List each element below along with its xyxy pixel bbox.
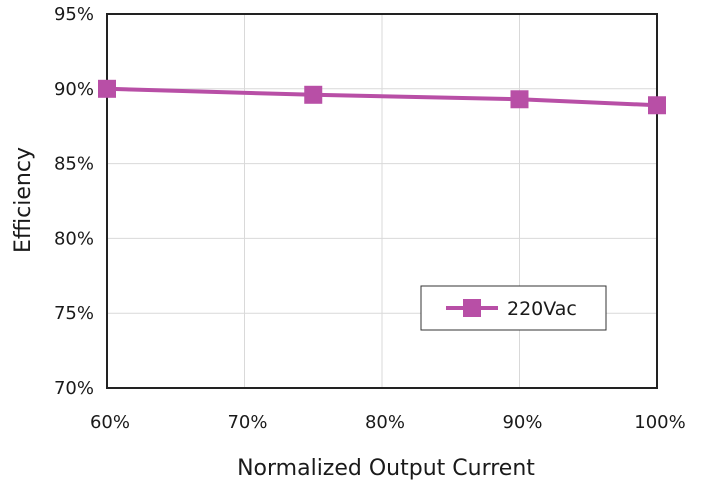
y-tick-labels: 70% 75% 80% 85% 90% 95% [54,4,94,399]
legend-label: 220Vac [507,298,577,320]
legend: 220Vac [420,285,607,331]
data-point-marker [510,90,529,109]
y-tick-label: 90% [54,79,94,100]
y-tick-label: 75% [54,303,94,324]
grid-lines [107,14,657,388]
y-tick-label: 70% [54,378,94,399]
x-tick-label: 100% [634,412,685,433]
data-point-marker [304,85,323,104]
series-line [106,86,658,108]
legend-square-marker [463,299,481,317]
data-point-marker [98,79,116,98]
x-tick-label: 80% [365,412,405,433]
y-axis-title: Efficiency [11,147,36,253]
data-point-marker [648,96,666,115]
x-tick-label: 60% [90,412,130,433]
y-tick-label: 95% [54,4,94,25]
series-group [98,79,666,115]
x-axis-title: Normalized Output Current [237,456,535,481]
x-tick-labels: 60% 70% 80% 90% 100% [90,412,686,433]
x-tick-label: 90% [502,412,542,433]
y-tick-label: 80% [54,228,94,249]
x-tick-label: 70% [227,412,267,433]
y-tick-label: 85% [54,154,94,175]
plot-frame [106,13,658,389]
